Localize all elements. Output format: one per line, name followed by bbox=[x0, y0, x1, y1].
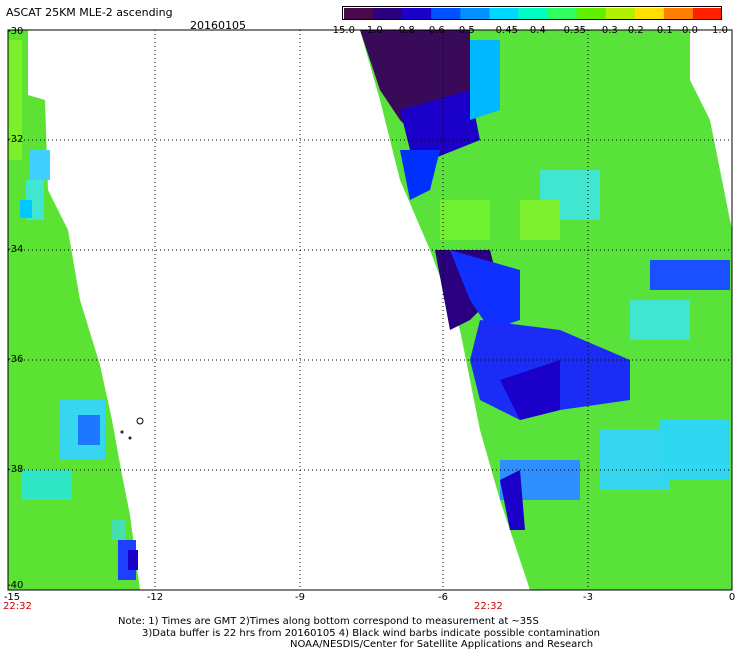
colorbar-label: -0.5 bbox=[455, 25, 475, 36]
colorbar-segment bbox=[431, 8, 461, 19]
map-title: ASCAT 25KM MLE-2 ascending bbox=[6, 6, 173, 19]
pass-time: 22:32 bbox=[474, 601, 503, 612]
colorbar-segment bbox=[663, 8, 694, 19]
colorbar-segment bbox=[402, 8, 432, 19]
colorbar-segment bbox=[634, 8, 665, 19]
colorbar-label: -0.3 bbox=[598, 25, 618, 36]
colorbar-segment bbox=[547, 8, 578, 19]
colorbar-label: -0.6 bbox=[425, 25, 445, 36]
y-tick: -34 bbox=[7, 244, 24, 255]
x-tick: -15 bbox=[3, 592, 21, 603]
colorbar-label: -0.1 bbox=[653, 25, 673, 36]
x-tick: -3 bbox=[583, 592, 593, 603]
x-tick: -6 bbox=[438, 592, 448, 603]
y-tick: -40 bbox=[7, 580, 24, 591]
x-tick: -12 bbox=[146, 592, 164, 603]
colorbar bbox=[342, 6, 722, 20]
colorbar-label: -0.8 bbox=[395, 25, 415, 36]
colorbar-segment bbox=[692, 8, 721, 19]
y-tick: -38 bbox=[7, 464, 24, 475]
island-markers bbox=[120, 417, 144, 440]
y-tick: -30 bbox=[7, 26, 24, 37]
colorbar-labels: -15.0 -1.0 -0.8 -0.6 -0.5 -0.45 -0.4 -0.… bbox=[329, 25, 730, 37]
grid bbox=[8, 30, 732, 590]
colorbar-segment bbox=[518, 8, 549, 19]
y-tick: -36 bbox=[7, 354, 24, 365]
pass-time: 22:32 bbox=[3, 601, 32, 612]
colorbar-label: -0.2 bbox=[624, 25, 644, 36]
y-tick: -32 bbox=[7, 134, 24, 145]
colorbar-label: -1.0 bbox=[363, 25, 383, 36]
colorbar-segment bbox=[460, 8, 490, 19]
colorbar-label: 1.0 bbox=[712, 25, 728, 36]
colorbar-label: -0.4 bbox=[526, 25, 546, 36]
colorbar-label: -15.0 bbox=[329, 25, 355, 36]
map-frame bbox=[7, 29, 733, 591]
colorbar-label: 0.0 bbox=[682, 25, 698, 36]
x-tick: -9 bbox=[295, 592, 305, 603]
colorbar-segment bbox=[576, 8, 607, 19]
right-swath bbox=[360, 30, 732, 590]
left-swath bbox=[8, 30, 140, 590]
x-tick: 0 bbox=[728, 592, 736, 603]
note-line-1: Note: 1) Times are GMT 2)Times along bot… bbox=[118, 616, 539, 627]
colorbar-segment bbox=[489, 8, 519, 19]
colorbar-segment bbox=[344, 8, 374, 19]
map-date: 20160105 bbox=[190, 19, 246, 32]
colorbar-label: -0.45 bbox=[492, 25, 518, 36]
colorbar-segment bbox=[373, 8, 403, 19]
colorbar-label: -0.35 bbox=[560, 25, 586, 36]
note-line-3: NOAA/NESDIS/Center for Satellite Applica… bbox=[290, 639, 594, 650]
colorbar-segment bbox=[605, 8, 636, 19]
note-line-2: 3)Data buffer is 22 hrs from 20160105 4)… bbox=[142, 628, 600, 639]
